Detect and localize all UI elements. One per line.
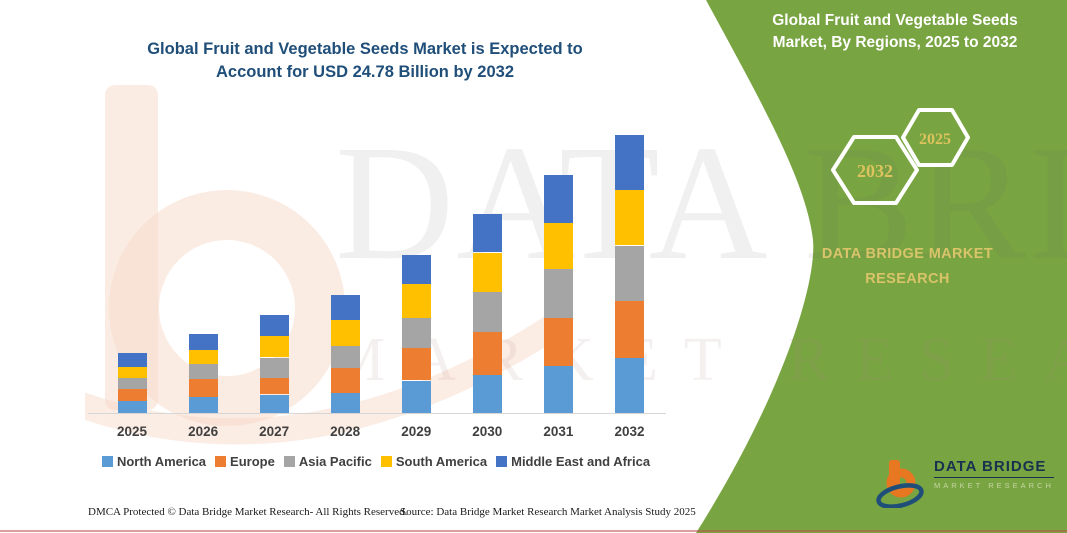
- bar-segment-asia-pacific-2026: [188, 363, 218, 380]
- legend-color-chip: [496, 456, 508, 467]
- x-axis-label-2028: 2028: [330, 424, 361, 439]
- logo-subtitle: MARKET RESEARCH: [934, 481, 1054, 490]
- logo-name: DATA BRIDGE: [934, 458, 1054, 478]
- bar-segment-north-america-2030: [472, 375, 502, 413]
- bar-segment-asia-pacific-2028: [330, 345, 360, 369]
- bar-segment-middle-east-and-africa-2025: [117, 353, 147, 367]
- legend-color-chip: [283, 456, 295, 467]
- chart-title-line1: Global Fruit and Vegetable Seeds Market …: [147, 40, 583, 58]
- bar-segment-south-america-2025: [117, 366, 147, 379]
- legend-item-middle-east-and-africa: Middle East and Africa: [496, 454, 650, 469]
- x-axis-label-2025: 2025: [116, 424, 148, 439]
- bar-segment-middle-east-and-africa-2026: [188, 333, 218, 350]
- legend-label: South America: [395, 454, 488, 469]
- bar-segment-asia-pacific-2027: [259, 357, 289, 379]
- bar-segment-europe-2032: [615, 301, 644, 358]
- legend-item-north-america: North America: [101, 454, 207, 469]
- bar-segment-north-america-2027: [259, 394, 289, 413]
- bar-segment-europe-2031: [543, 317, 573, 367]
- bar-segment-south-america-2028: [330, 319, 360, 346]
- legend-item-south-america: South America: [380, 454, 488, 469]
- x-axis-label-2030: 2030: [472, 424, 503, 439]
- bar-segment-europe-2030: [472, 331, 502, 376]
- brand-text: DATA BRIDGE MARKET RESEARCH: [765, 242, 1050, 292]
- bar-segment-south-america-2027: [259, 336, 289, 358]
- bar-segment-europe-2025: [117, 389, 147, 402]
- bar-segment-middle-east-and-africa-2031: [543, 174, 573, 223]
- footer-dmca-text: DMCA Protected © Data Bridge Market Rese…: [88, 506, 408, 518]
- legend-label: Europe: [230, 454, 275, 469]
- bar-segment-europe-2026: [188, 379, 218, 398]
- panel-title-line1: Global Fruit and Vegetable Seeds: [772, 12, 1018, 29]
- bar-segment-europe-2027: [259, 378, 289, 395]
- legend-label: Asia Pacific: [298, 454, 372, 469]
- legend-item-europe: Europe: [215, 454, 275, 469]
- legend-label: Middle East and Africa: [511, 454, 651, 469]
- data-bridge-b-icon: [876, 460, 924, 508]
- panel-title-line2: Market, By Regions, 2025 to 2032: [772, 34, 1018, 51]
- bar-segment-asia-pacific-2030: [472, 291, 502, 332]
- x-axis-label-2027: 2027: [259, 424, 290, 439]
- bar-segment-asia-pacific-2032: [615, 245, 644, 301]
- x-axis-label-2029: 2029: [401, 424, 432, 439]
- bar-segment-middle-east-and-africa-2028: [330, 295, 360, 320]
- chart-legend: North America Europe Asia Pacific South Ame…: [85, 454, 667, 469]
- legend-label: North America: [116, 454, 207, 469]
- bar-segment-north-america-2028: [330, 392, 360, 413]
- bar-segment-south-america-2030: [472, 252, 502, 292]
- x-axis-line: [88, 413, 666, 414]
- bar-segment-south-america-2031: [543, 222, 573, 270]
- x-axis-label-2026: 2026: [188, 424, 219, 439]
- chart-title-line2: Account for USD 24.78 Billion by 2032: [216, 63, 514, 81]
- chart-title: Global Fruit and Vegetable Seeds Market …: [110, 38, 620, 84]
- bar-segment-middle-east-and-africa-2030: [472, 214, 502, 253]
- bar-segment-middle-east-and-africa-2029: [401, 254, 431, 284]
- bar-segment-asia-pacific-2031: [543, 269, 573, 318]
- legend-color-chip: [101, 456, 113, 467]
- bar-segment-asia-pacific-2025: [117, 378, 147, 390]
- x-axis-label-2031: 2031: [543, 424, 574, 439]
- data-bridge-logo: DATA BRIDGE MARKET RESEARCH: [876, 458, 1054, 508]
- brand-text-line1: DATA BRIDGE MARKET: [821, 246, 994, 262]
- panel-title: Global Fruit and Vegetable Seeds Market,…: [730, 10, 1060, 54]
- footer-source-text: Source: Data Bridge Market Research Mark…: [400, 506, 696, 518]
- legend-color-chip: [380, 456, 392, 467]
- x-axis-label-2032: 2032: [614, 424, 645, 439]
- bottom-accent-line: [0, 530, 1067, 532]
- bar-segment-north-america-2029: [401, 380, 431, 413]
- bar-segment-south-america-2029: [401, 284, 431, 318]
- bar-segment-middle-east-and-africa-2032: [615, 135, 644, 190]
- bar-segment-middle-east-and-africa-2027: [259, 315, 289, 337]
- bar-segment-north-america-2032: [615, 358, 644, 413]
- bar-segment-south-america-2026: [188, 349, 218, 364]
- bar-segment-north-america-2031: [543, 366, 573, 413]
- bar-segment-south-america-2032: [615, 189, 644, 246]
- bar-segment-asia-pacific-2029: [401, 317, 431, 348]
- legend-item-asia-pacific: Asia Pacific: [283, 454, 372, 469]
- brand-text-line2: RESEARCH: [865, 271, 950, 287]
- bar-segment-europe-2028: [330, 368, 360, 393]
- bar-segment-north-america-2026: [188, 397, 218, 413]
- legend-color-chip: [215, 456, 227, 467]
- bar-segment-europe-2029: [401, 347, 431, 381]
- bar-segment-north-america-2025: [117, 401, 147, 413]
